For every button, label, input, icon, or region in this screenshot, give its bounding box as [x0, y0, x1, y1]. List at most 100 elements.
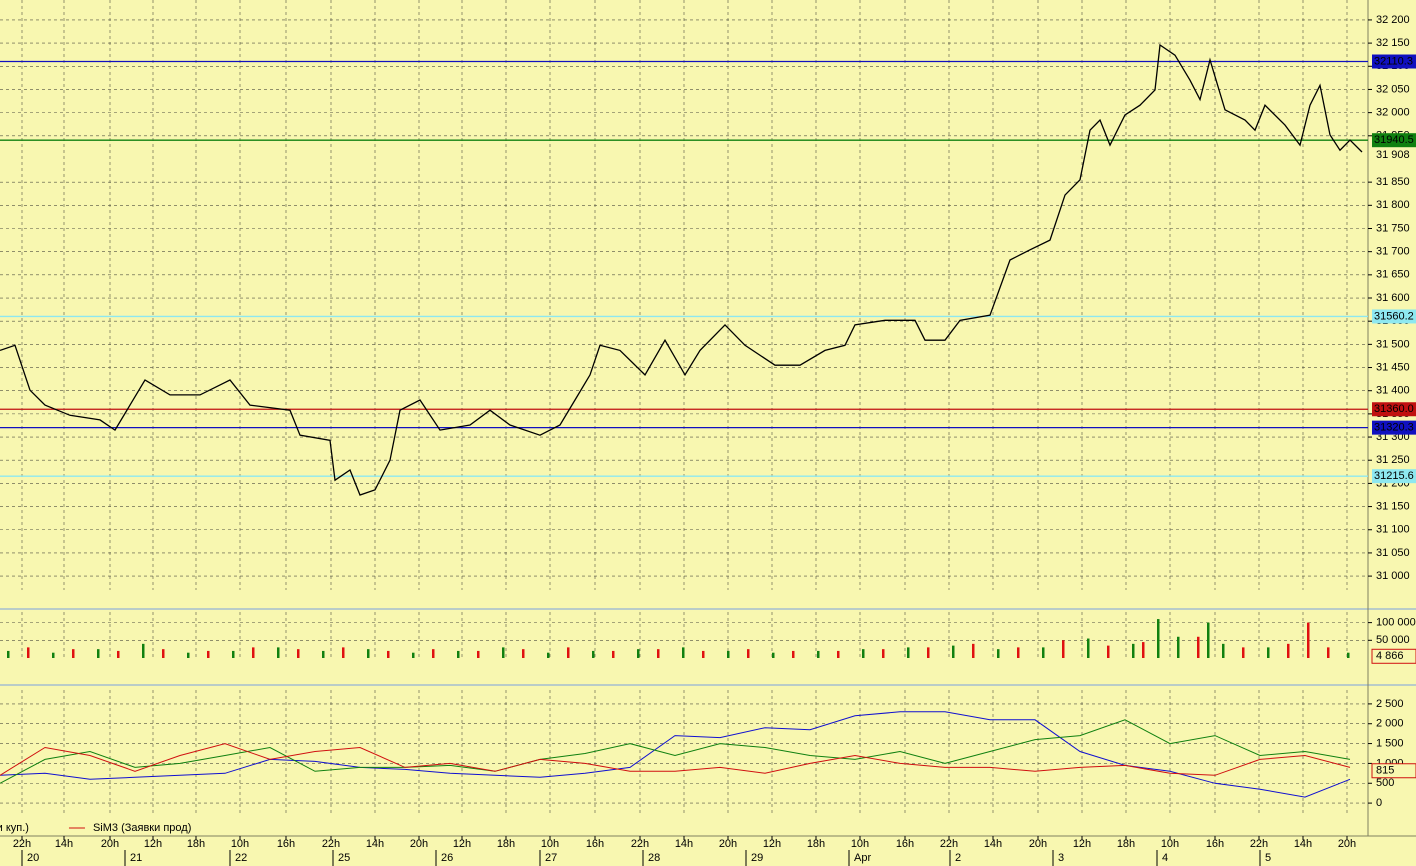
- volume-bar: [702, 650, 705, 658]
- level-label-box: [1372, 54, 1416, 69]
- x-tick-label: 16h: [277, 838, 295, 850]
- y-tick-label: 31 150: [1376, 500, 1410, 512]
- x-tick-label: 18h: [1117, 838, 1135, 850]
- volume-bar: [97, 649, 100, 658]
- x-tick-label: 22h: [940, 838, 958, 850]
- level-label-box: [1372, 420, 1416, 435]
- volume-bar: [997, 649, 1000, 658]
- volume-bar: [972, 643, 975, 658]
- day-tick-label: 25: [338, 852, 350, 864]
- x-tick-label: 10h: [851, 838, 869, 850]
- y-tick-label: 50 000: [1376, 634, 1410, 646]
- volume-bar: [1017, 647, 1020, 658]
- y-tick-label: 31 500: [1376, 338, 1410, 350]
- y-tick-label: 31 850: [1376, 176, 1410, 188]
- y-tick-label: 31 100: [1376, 524, 1410, 536]
- day-tick-label: 3: [1058, 852, 1064, 864]
- volume-bar: [1207, 622, 1210, 658]
- day-tick-label: 28: [648, 852, 660, 864]
- y-tick-label: 31 450: [1376, 361, 1410, 373]
- y-tick-label: 32 050: [1376, 83, 1410, 95]
- volume-bar: [232, 650, 235, 658]
- volume-bar: [477, 650, 480, 658]
- y-tick-label: 31 800: [1376, 199, 1410, 211]
- volume-bar: [727, 650, 730, 658]
- x-tick-label: 20h: [410, 838, 428, 850]
- series-line: [0, 743, 1351, 776]
- level-label: 31360.0: [1374, 403, 1414, 415]
- legend-label: SiM3 (Заявки прод): [93, 822, 191, 834]
- volume-bar: [297, 649, 300, 658]
- day-tick-label: 4: [1162, 852, 1168, 864]
- level-label: 32110.3: [1374, 55, 1413, 67]
- volume-bar: [612, 650, 615, 658]
- y-tick-label: 2 500: [1376, 698, 1404, 710]
- series-line: [0, 719, 1351, 784]
- x-tick-label: 16h: [1206, 838, 1224, 850]
- volume-bar: [367, 649, 370, 658]
- level-label-box: [1372, 402, 1416, 417]
- volume-bar: [1132, 643, 1135, 658]
- x-tick-label: 16h: [586, 838, 604, 850]
- volume-bar: [1042, 647, 1045, 658]
- x-tick-label: 12h: [763, 838, 781, 850]
- x-tick-label: 10h: [231, 838, 249, 850]
- y-tick-label: 31 250: [1376, 454, 1410, 466]
- y-tick-label: 500: [1376, 777, 1394, 789]
- y-tick-label: 32 000: [1376, 107, 1410, 119]
- volume-bar: [162, 649, 165, 658]
- volume-bar: [927, 647, 930, 658]
- day-tick-label: 20: [27, 852, 39, 864]
- volume-bar: [1142, 642, 1145, 658]
- x-tick-label: 20h: [719, 838, 737, 850]
- x-tick-label: 20h: [101, 838, 119, 850]
- y-tick-label: 32 200: [1376, 14, 1410, 26]
- x-tick-label: 12h: [144, 838, 162, 850]
- volume-bar: [1347, 652, 1350, 658]
- volume-bar: [457, 650, 460, 658]
- volume-bar: [792, 650, 795, 658]
- volume-bar: [817, 650, 820, 658]
- volume-bar: [637, 649, 640, 658]
- y-tick-label: 1 500: [1376, 737, 1404, 749]
- day-tick-label: 22: [235, 852, 247, 864]
- level-label: 31215.6: [1374, 470, 1414, 482]
- series-line: [0, 43, 1363, 496]
- last-value-label: 815: [1376, 765, 1394, 777]
- y-tick-label: 2 000: [1376, 718, 1404, 730]
- y-tick-label: 32 150: [1376, 37, 1410, 49]
- volume-bar: [907, 647, 910, 658]
- volume-bar: [547, 652, 550, 658]
- volume-bar: [117, 650, 120, 658]
- x-tick-label: 18h: [807, 838, 825, 850]
- y-tick-label: 100 000: [1376, 617, 1416, 629]
- y-tick-label: 31 750: [1376, 222, 1410, 234]
- volume-bar: [1307, 622, 1310, 658]
- day-tick-label: 27: [545, 852, 557, 864]
- x-tick-label: 14h: [366, 838, 384, 850]
- volume-bar: [72, 649, 75, 658]
- y-tick-label: 31 050: [1376, 547, 1410, 559]
- level-label-box: [1372, 309, 1416, 324]
- y-tick-label: 31 600: [1376, 292, 1410, 304]
- level-label-box: [1372, 133, 1416, 148]
- x-tick-label: 12h: [1073, 838, 1091, 850]
- x-tick-label: 16h: [896, 838, 914, 850]
- day-tick-label: 2: [955, 852, 961, 864]
- volume-bar: [1087, 638, 1090, 658]
- volume-bar: [1222, 643, 1225, 658]
- volume-bar: [1177, 636, 1180, 658]
- volume-bar: [207, 650, 210, 658]
- volume-bar: [1242, 647, 1245, 658]
- volume-bar: [567, 647, 570, 658]
- volume-bar: [412, 652, 415, 658]
- volume-bar: [432, 649, 435, 658]
- volume-bar: [657, 649, 660, 658]
- volume-bar: [142, 643, 145, 658]
- volume-bar: [1157, 619, 1160, 658]
- level-label: 31560.2: [1374, 310, 1414, 322]
- x-tick-label: 20h: [1029, 838, 1047, 850]
- day-tick-label: Apr: [854, 852, 871, 864]
- volume-bar: [342, 647, 345, 658]
